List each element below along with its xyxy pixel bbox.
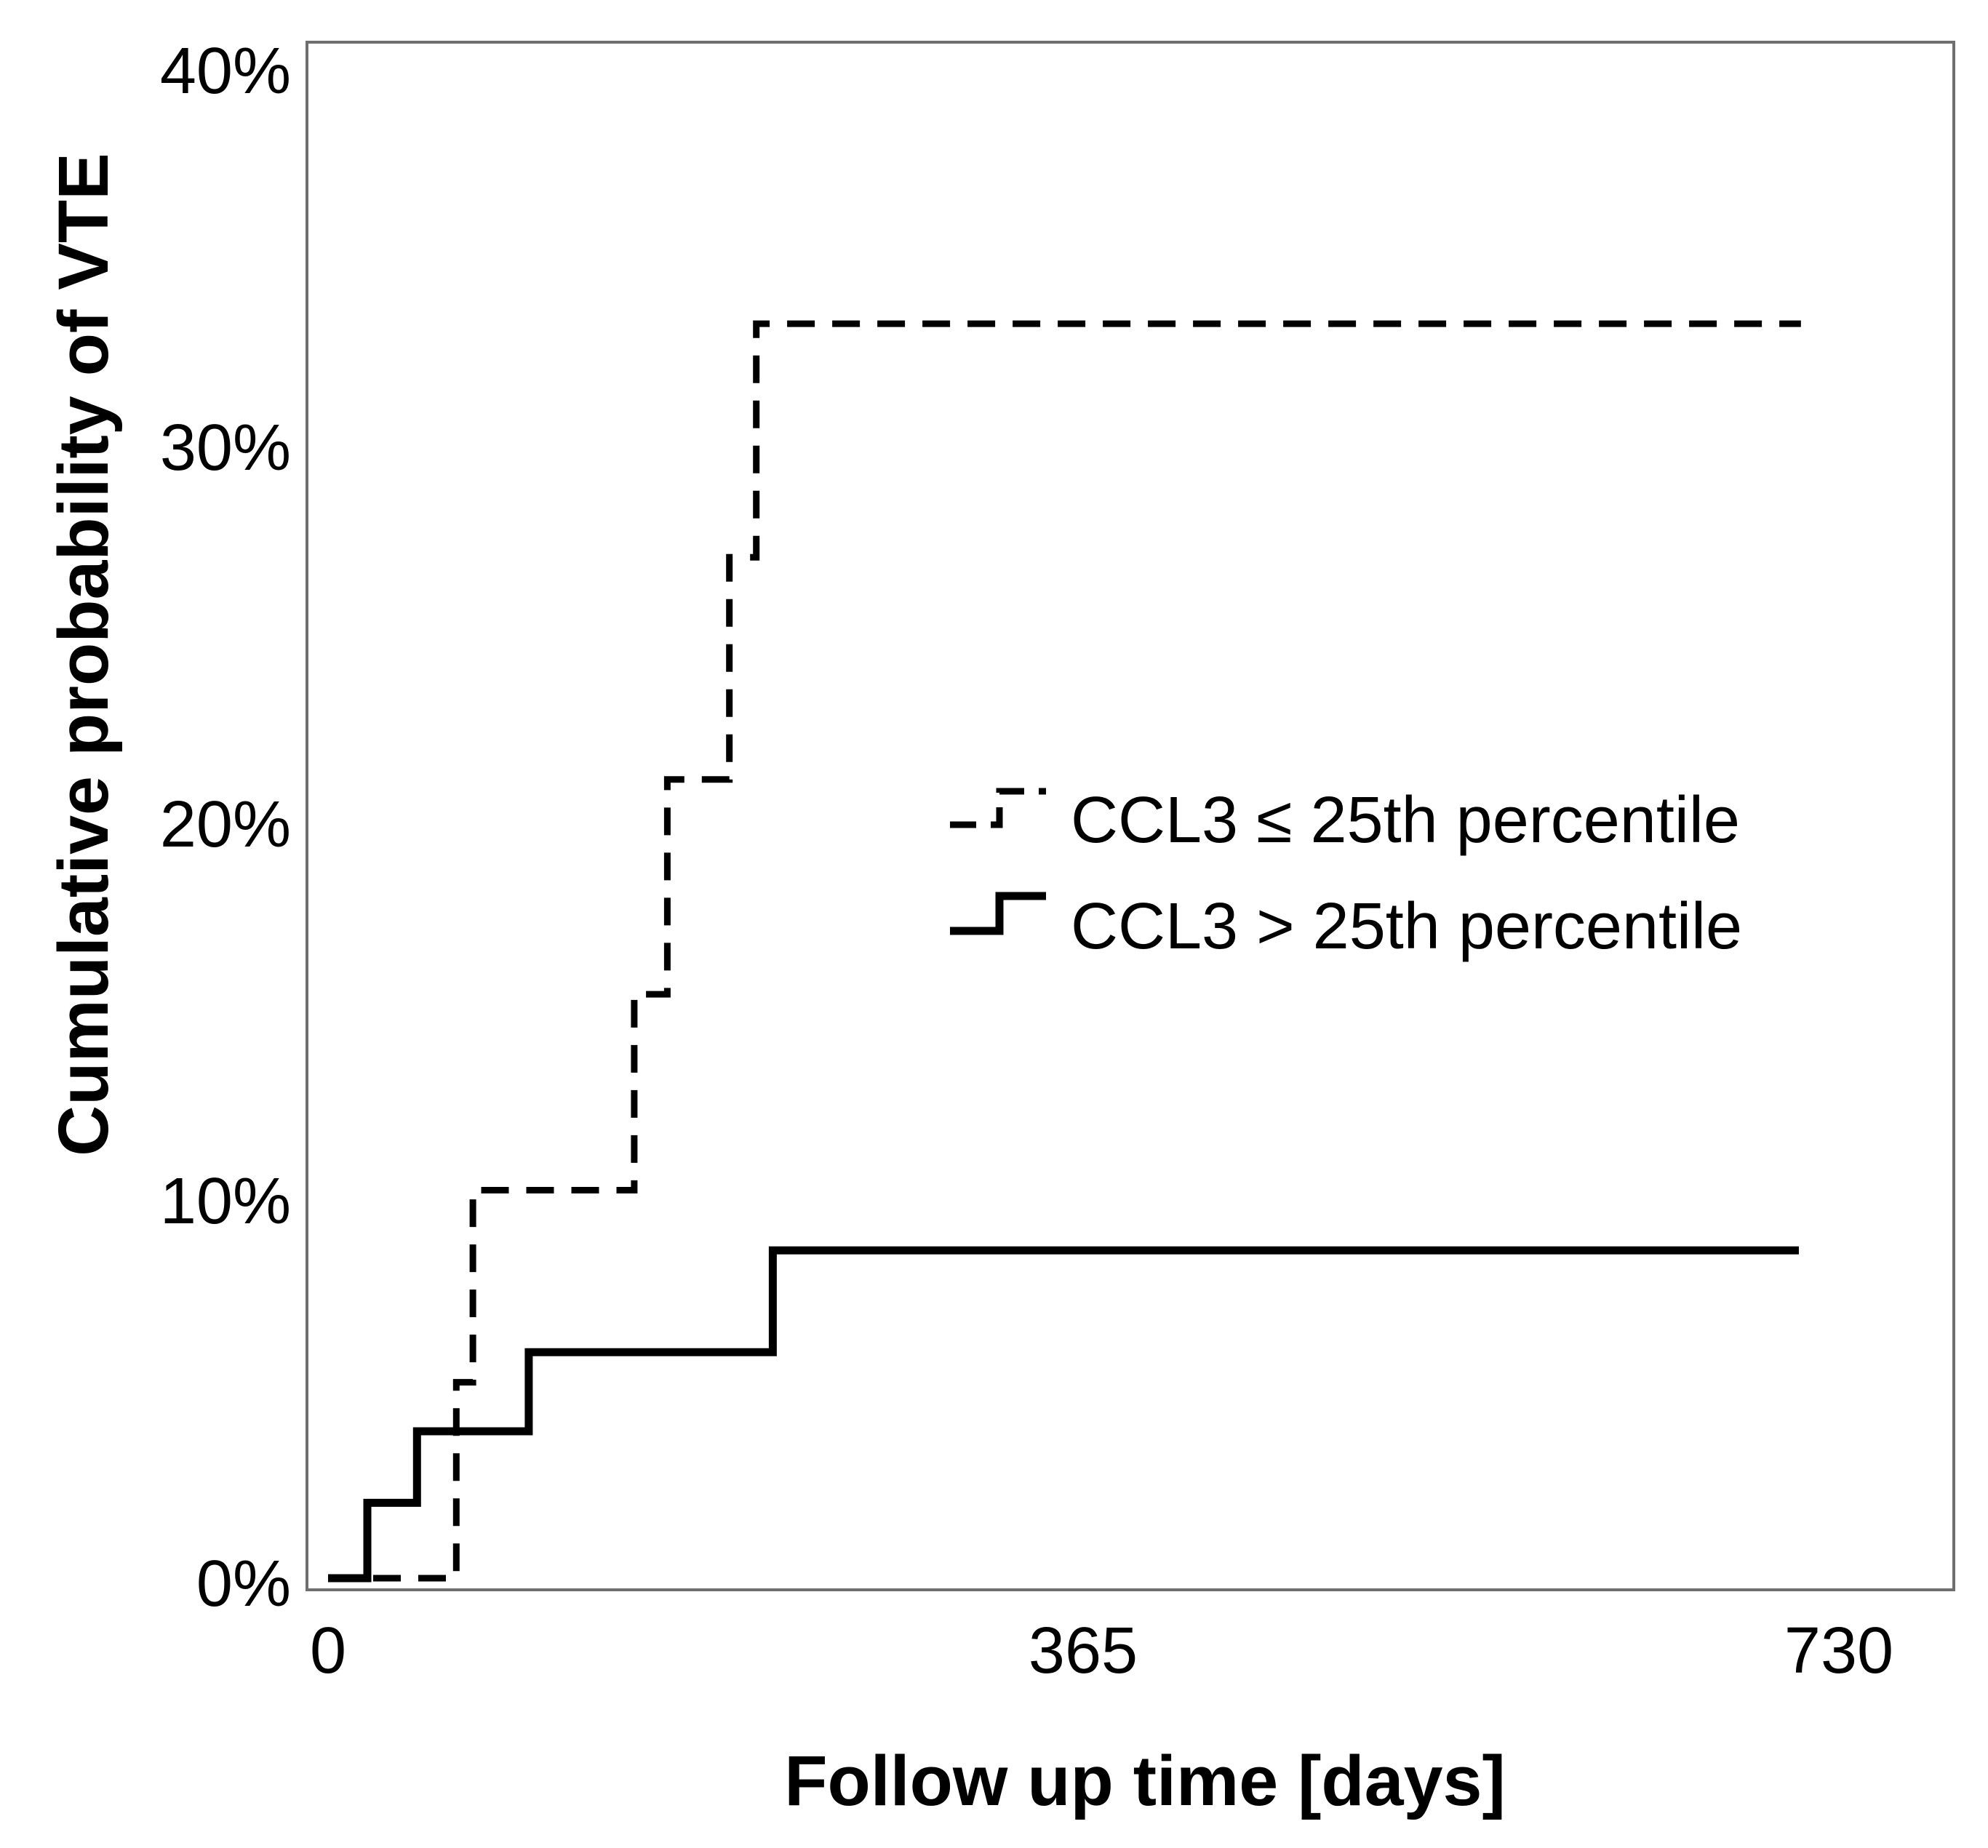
y-tick-label-20: 20% xyxy=(160,788,291,861)
y-tick-label-40: 40% xyxy=(160,35,291,108)
x-tick-label-365: 365 xyxy=(1029,1615,1138,1687)
legend: CCL3 ≤ 25th percentile CCL3 > 25th perce… xyxy=(950,784,1742,963)
x-axis-tick-labels: 0 365 730 xyxy=(310,1615,1893,1687)
y-axis-title: Cumulative probability of VTE xyxy=(44,153,123,1156)
series-line-ccl3-gt-25th xyxy=(328,1246,1799,1583)
y-tick-label-30: 30% xyxy=(160,412,291,484)
legend-label-ccl3-gt-25th: CCL3 > 25th percentile xyxy=(1071,890,1742,963)
legend-label-ccl3-le-25th: CCL3 ≤ 25th percentile xyxy=(1071,784,1740,857)
plot-frame xyxy=(306,41,1955,1591)
y-tick-label-10: 10% xyxy=(160,1165,291,1238)
series-lines xyxy=(328,320,1801,1583)
legend-marker-solid-icon xyxy=(950,892,1046,935)
series-line-ccl3-le-25th xyxy=(328,320,1801,1582)
x-tick-label-730: 730 xyxy=(1784,1615,1893,1687)
x-axis-title: Follow up time [days] xyxy=(784,1741,1506,1820)
y-tick-label-0: 0% xyxy=(196,1548,291,1620)
y-axis-tick-labels: 40% 30% 20% 10% 0% xyxy=(160,35,291,1620)
x-tick-label-0: 0 xyxy=(310,1615,346,1687)
legend-marker-dashed-icon xyxy=(950,788,1046,828)
